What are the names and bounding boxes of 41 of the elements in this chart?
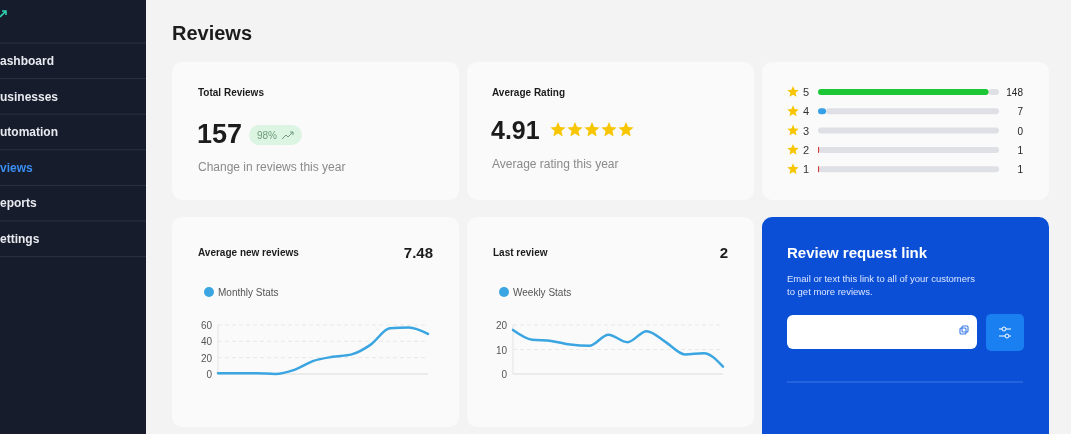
- data-label: 1: [1017, 164, 1024, 176]
- y-tick-label: 5: [803, 86, 810, 98]
- text: Reviews: [172, 22, 253, 44]
- y-tick-label: 40: [200, 336, 213, 348]
- y-tick-label: 0: [501, 369, 508, 380]
- y-tick-label: 20: [495, 320, 508, 331]
- legend-label: Monthly Stats: [218, 287, 279, 298]
- text: eports: [0, 196, 37, 211]
- data-label: 148: [1006, 87, 1024, 98]
- legend-label: Weekly Stats: [513, 287, 572, 298]
- line-series: [216, 326, 430, 376]
- text: views: [0, 160, 34, 175]
- text: Review request link: [787, 244, 928, 261]
- text: 98%: [257, 130, 278, 141]
- y-tick-label: 60: [200, 320, 213, 331]
- text: 2: [719, 244, 728, 261]
- chart-title: Average new reviews: [198, 247, 300, 258]
- data-label: 7: [1017, 106, 1024, 118]
- y-tick-label: 1: [803, 163, 810, 176]
- text: 4.91: [491, 116, 540, 144]
- text: Change in reviews this year: [198, 160, 346, 174]
- text: usinesses: [0, 89, 59, 104]
- text: utomation: [0, 125, 58, 140]
- data-label: 1: [1017, 144, 1024, 156]
- y-tick-label: 3: [803, 124, 810, 137]
- y-tick-label: 2: [803, 143, 810, 156]
- text: 157: [197, 119, 243, 149]
- text: Email or text this link to all of your customers to get more reviews.: [787, 273, 976, 297]
- data-label: 0: [1017, 125, 1024, 137]
- text: ashboard: [0, 54, 55, 68]
- y-tick-label: 10: [495, 344, 508, 356]
- text: Average Rating: [492, 87, 565, 98]
- y-tick-label: 0: [206, 369, 213, 380]
- y-tick-label: 4: [803, 105, 810, 118]
- text: Total Reviews: [198, 87, 265, 98]
- text: 7.48: [403, 244, 433, 261]
- text: Average rating this year: [492, 157, 619, 171]
- line-series: [511, 328, 725, 368]
- y-tick-label: 20: [200, 352, 213, 364]
- text: ettings: [0, 232, 40, 246]
- chart-title: Last review: [493, 247, 548, 258]
